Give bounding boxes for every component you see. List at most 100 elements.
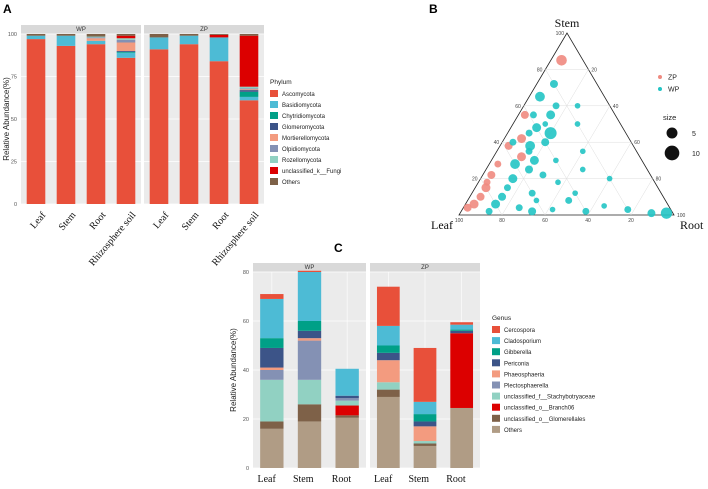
bar-segment-zp-root-periconia	[450, 330, 474, 334]
bar-segment-wp-rhizosphere-soil-basidiomycota	[116, 52, 136, 58]
bar-segment-wp-stem-ascomycota	[56, 45, 76, 205]
legend-swatch-basidiomycota	[270, 101, 278, 108]
ternary-frame	[458, 32, 675, 216]
bar-segment-zp-leaf-periconia	[376, 352, 400, 361]
bar-segment-zp-rhizosphere-soil-basidiomycota	[239, 96, 259, 101]
ternary-point-wp	[579, 148, 586, 155]
ternary-point-wp	[528, 207, 537, 216]
y-tick-label-20: 20	[243, 417, 249, 423]
ternary-tick-leaf-40: 40	[585, 218, 591, 224]
bar-segment-wp-leaf-others	[26, 34, 46, 36]
ternary-point-wp	[624, 206, 632, 214]
legend-label-ascomycota: Ascomycota	[282, 92, 315, 98]
y-tick-label-80: 80	[243, 270, 249, 276]
bar-segment-wp-stem-basidiomycota	[56, 35, 76, 46]
x-tick-label-zp-leaf: Leaf	[151, 209, 172, 231]
ternary-point-zp	[487, 170, 496, 179]
y-axis-label: Relative Abundance(%)	[2, 77, 11, 161]
ternary-point-wp	[572, 190, 578, 196]
bar-segment-wp-leaf-unclassified-f-stachybotryaceae	[260, 379, 284, 422]
x-tick-label-wp-leaf: Leaf	[258, 474, 277, 485]
vertex-label-leaf: Leaf	[431, 218, 453, 232]
bar-segment-zp-leaf-phaeosphaeria	[376, 360, 400, 383]
ternary-point-wp	[525, 165, 533, 174]
legend-label-gibberella: Gibberella	[504, 350, 532, 356]
bar-segment-zp-stem-cladosporium	[413, 401, 437, 415]
ternary-point-wp	[542, 121, 549, 127]
bar-segment-wp-root-mortierellomycota	[86, 38, 106, 41]
legend-label-periconia: Periconia	[504, 361, 530, 367]
bar-segment-wp-leaf-basidiomycota	[26, 35, 46, 40]
ternary-point-wp	[553, 157, 559, 164]
panel-label-b: B	[429, 2, 438, 16]
x-tick-label-zp-stem: Stem	[180, 210, 202, 233]
y-tick-label-40: 40	[243, 368, 249, 374]
bar-segment-wp-leaf-others	[260, 428, 284, 468]
bar-segment-zp-root-basidiomycota	[209, 37, 229, 62]
facet-label-wp: WP	[305, 265, 315, 271]
chart-a: Relative Abundance(%) 0 25 50 75 100 WP Leaf Ste…	[2, 25, 341, 268]
size-legend-title: size	[663, 113, 676, 122]
ternary-tick-leaf-100: 100	[455, 218, 464, 224]
bar-segment-wp-root-unclassified-f-stachybotryaceae	[335, 400, 359, 406]
bar-segment-wp-stem-gibberella	[297, 321, 322, 331]
ternary-tick-stem-20: 20	[472, 177, 478, 183]
ternary-point-wp	[535, 91, 545, 102]
bar-segment-wp-stem-cercospora	[297, 270, 322, 272]
bar-segment-wp-leaf-gibberella	[260, 338, 284, 348]
legend-title: Genus	[492, 315, 512, 322]
ternary-point-wp	[509, 138, 517, 146]
x-tick-label-wp-root: Root	[332, 474, 352, 485]
bar-segment-zp-rhizosphere-soil-rozellomycota	[239, 86, 259, 89]
legend-label-others: Others	[282, 180, 300, 186]
ternary-point-wp	[525, 147, 533, 155]
bar-segment-wp-root-ascomycota	[86, 44, 106, 205]
vertex-label-stem: Stem	[555, 16, 580, 30]
bar-segment-wp-rhizosphere-soil-others	[116, 34, 136, 36]
ternary-point-zp	[494, 160, 502, 168]
y-tick-label-75: 75	[11, 75, 17, 81]
ternary-point-wp	[555, 179, 561, 186]
legend-label-unclassified-o-glomerellales: unclassified_o__Glomerellales	[504, 417, 585, 423]
bar-segment-wp-root-others	[86, 34, 106, 37]
ternary-point-wp	[647, 209, 656, 218]
bar-segment-wp-leaf-plectosphaerella	[260, 370, 284, 380]
bar-segment-zp-leaf-unclassified-f-stachybotryaceae	[376, 382, 400, 390]
legend-swatch-glomeromycota	[270, 123, 278, 130]
legend-label-plectosphaerella: Plectosphaerella	[504, 384, 549, 390]
bar-segment-zp-root-unclassified-o-branch06	[450, 333, 474, 408]
panel-label-c: C	[334, 241, 343, 255]
bar-segment-wp-stem-periconia	[297, 330, 322, 339]
y-tick-label-0: 0	[14, 202, 17, 208]
ternary-point-zp	[469, 199, 479, 209]
chart-c: Relative Abundance(%) 0 20 40 60 80 WP Leaf Stem…	[229, 263, 596, 485]
size-legend-label-10: 10	[692, 151, 700, 158]
ternary-point-wp	[546, 110, 556, 120]
legend-swatch-gibberella	[492, 348, 500, 356]
bar-segment-wp-root-cladosporium	[335, 368, 359, 396]
facet-label-wp: WP	[76, 27, 86, 33]
ternary-point-wp	[579, 166, 586, 173]
legend-label-basidiomycota: Basidiomycota	[282, 103, 322, 109]
bar-segment-wp-leaf-cladosporium	[260, 298, 284, 339]
bar-segment-wp-stem-cladosporium	[297, 272, 322, 321]
ternary-point-wp	[485, 207, 493, 215]
legend-swatch-cladosporium	[492, 337, 500, 345]
bar-segment-wp-root-others	[335, 417, 359, 468]
bar-segment-zp-rhizosphere-soil-others	[239, 34, 259, 36]
bar-segment-wp-leaf-ascomycota	[26, 39, 46, 204]
legend-swatch-ascomycota	[270, 90, 278, 97]
x-tick-label-wp-stem: Stem	[293, 474, 314, 485]
ternary-point-zp	[556, 55, 567, 66]
bar-segment-wp-root-plectosphaerella	[335, 398, 359, 401]
bar-segment-zp-stem-phaeosphaeria	[413, 426, 437, 442]
bar-segment-zp-stem-basidiomycota	[179, 35, 199, 45]
ternary-point-zp	[517, 152, 526, 162]
bar-segment-wp-leaf-unclassified-o-glomerellales	[260, 421, 284, 429]
bar-segment-zp-root-gibberella	[450, 329, 474, 331]
ternary-point-wp	[491, 199, 501, 209]
bar-segment-zp-root-others	[209, 34, 229, 35]
legend-dot-zp	[658, 75, 662, 79]
ternary-point-wp	[532, 123, 542, 133]
ternary-point-wp	[525, 129, 533, 137]
